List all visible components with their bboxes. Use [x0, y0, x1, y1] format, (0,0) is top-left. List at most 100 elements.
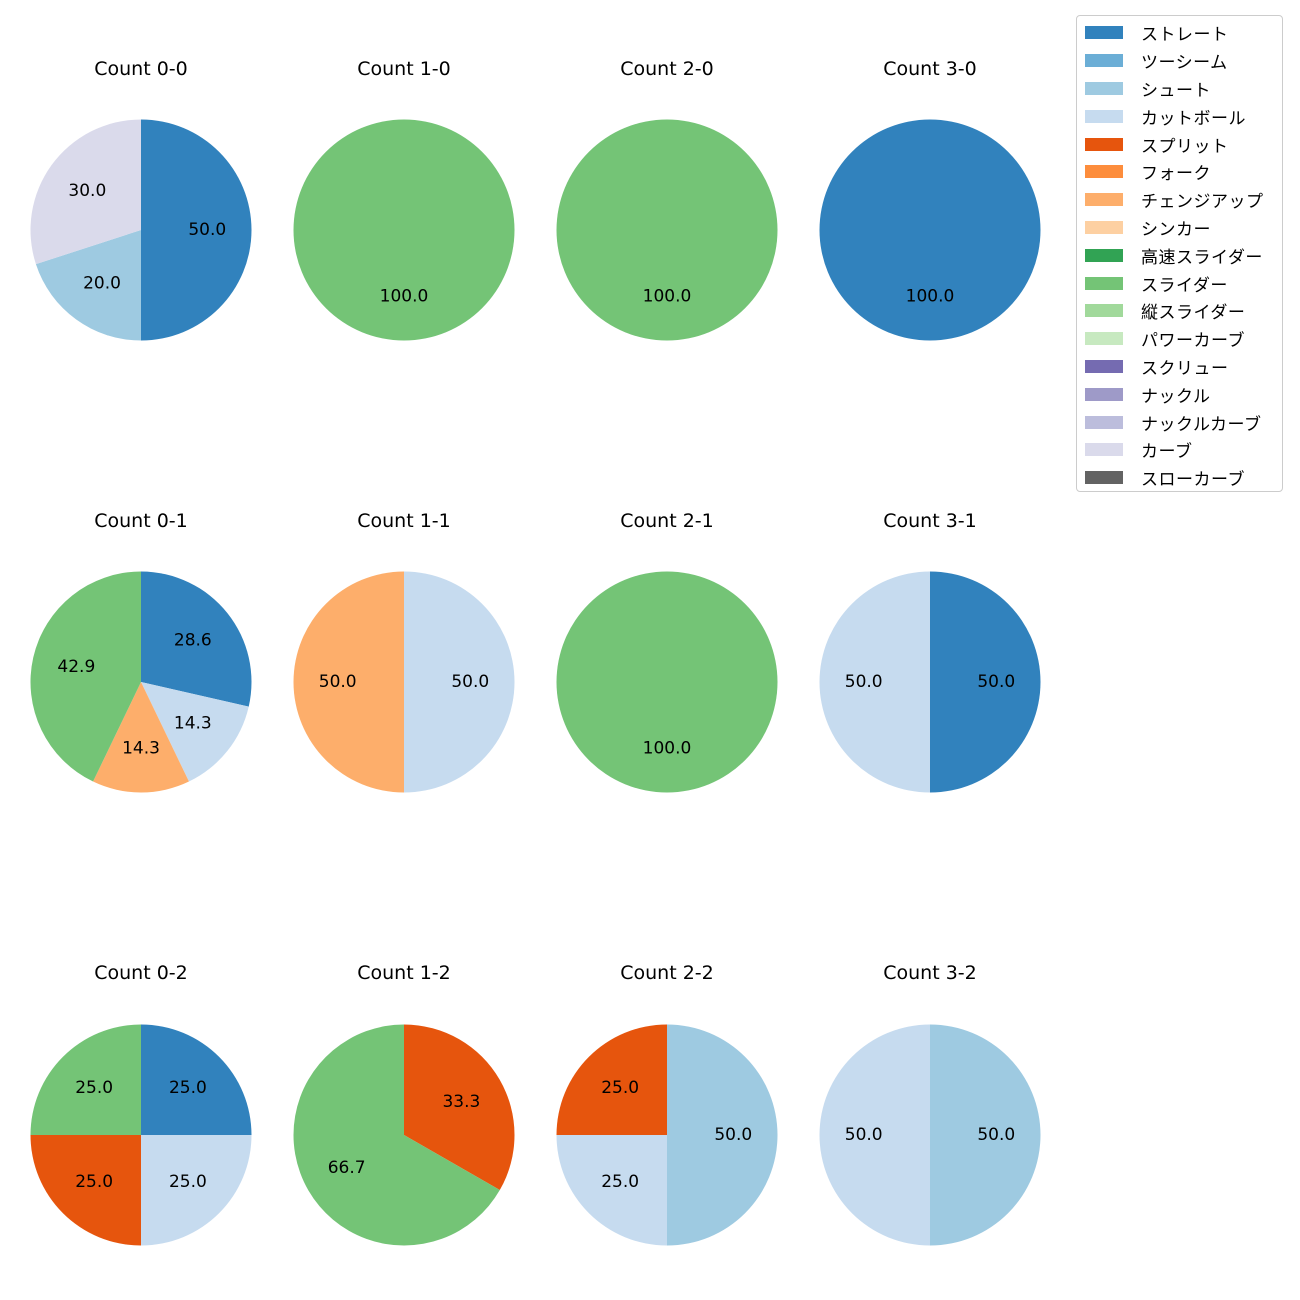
pie-slice: [404, 571, 515, 793]
chart-title: Count 3-2: [883, 962, 977, 984]
legend-swatch: [1085, 220, 1123, 234]
legend-item: スローカーブ: [1077, 464, 1282, 492]
slice-label: 25.0: [169, 1172, 207, 1192]
pie-slice: [819, 119, 1041, 341]
legend-label: チェンジアップ: [1141, 192, 1264, 213]
legend-swatch: [1085, 109, 1123, 123]
pie-slice: [556, 119, 778, 341]
legend-item: スライダー: [1077, 269, 1282, 297]
legend: ストレート ツーシーム シュート カットボール スプリット フォーク チェンジアップ シンカー…: [1076, 15, 1283, 492]
legend-swatch: [1085, 26, 1123, 40]
slice-label: 50.0: [188, 220, 226, 240]
legend-label: カーブ: [1141, 442, 1193, 463]
chart-title: Count 3-1: [883, 510, 977, 532]
legend-item: ストレート: [1077, 19, 1282, 47]
pie-slice: [141, 1135, 252, 1246]
slice-label: 33.3: [442, 1092, 480, 1112]
legend-swatch: [1085, 304, 1123, 318]
pie-chart: Count 3-0 100.0: [819, 58, 1041, 341]
pie-slice: [293, 1024, 500, 1246]
slice-label: 100.0: [643, 286, 692, 306]
pie-chart: Count 0-2 25.0 25.0 25.0 25.0: [30, 962, 252, 1246]
legend-label: 高速スライダー: [1141, 247, 1263, 268]
pie-slice: [141, 682, 249, 782]
legend-swatch: [1085, 193, 1123, 207]
pie-chart: Count 0-0 50.0 20.0 30.0: [30, 58, 252, 341]
legend-label: 縦スライダー: [1141, 303, 1246, 324]
pie-chart: Count 2-2 50.0 25.0 25.0: [556, 962, 778, 1246]
pie-slice: [93, 682, 189, 793]
legend-swatch: [1085, 359, 1123, 373]
pie-slice: [556, 1135, 667, 1246]
slice-label: 66.7: [328, 1158, 366, 1178]
pie-slice: [667, 1024, 778, 1246]
legend-swatch: [1085, 332, 1123, 346]
pie-slice: [819, 1024, 930, 1246]
chart-title: Count 1-1: [357, 510, 451, 532]
pie-slice: [30, 571, 142, 782]
pie-slice: [141, 119, 252, 341]
pie-slice: [293, 571, 404, 793]
chart-title: Count 0-1: [94, 510, 188, 532]
slice-label: 25.0: [601, 1078, 639, 1098]
legend-item: 高速スライダー: [1077, 241, 1282, 269]
legend-item: ナックルカーブ: [1077, 408, 1282, 436]
pie-slice: [556, 1024, 667, 1135]
legend-swatch: [1085, 471, 1123, 485]
legend-label: スローカーブ: [1141, 470, 1245, 491]
legend-label: カットボール: [1141, 108, 1246, 129]
legend-label: シンカー: [1141, 219, 1211, 240]
legend-label: フォーク: [1141, 164, 1211, 185]
pie-slice: [930, 1024, 1041, 1246]
slice-label: 14.3: [174, 713, 212, 733]
pie-slice: [404, 1024, 515, 1191]
slice-label: 100.0: [643, 738, 692, 758]
slice-label: 28.6: [174, 631, 212, 651]
pie-chart: Count 3-2 50.0 50.0: [819, 962, 1041, 1246]
chart-title: Count 0-0: [94, 58, 188, 80]
legend-label: シュート: [1141, 80, 1211, 101]
slice-label: 25.0: [75, 1172, 113, 1192]
legend-swatch: [1085, 276, 1123, 290]
legend-label: スプリット: [1141, 136, 1229, 157]
slice-label: 25.0: [75, 1078, 113, 1098]
legend-swatch: [1085, 415, 1123, 429]
slice-label: 30.0: [68, 181, 106, 201]
chart-title: Count 2-2: [620, 962, 714, 984]
legend-item: カットボール: [1077, 102, 1282, 130]
chart-title: Count 0-2: [94, 962, 188, 984]
legend-label: スクリュー: [1141, 358, 1229, 379]
slice-label: 14.3: [122, 738, 160, 758]
legend-item: チェンジアップ: [1077, 186, 1282, 214]
legend-item: シュート: [1077, 75, 1282, 103]
legend-swatch: [1085, 137, 1123, 151]
pie-slice: [556, 571, 778, 793]
pie-slice: [819, 571, 930, 793]
pie-chart: Count 1-2 33.3 66.7: [293, 962, 515, 1246]
chart-title: Count 2-0: [620, 58, 714, 80]
legend-item: 縦スライダー: [1077, 297, 1282, 325]
legend-item: スプリット: [1077, 130, 1282, 158]
pie-slice: [35, 230, 141, 341]
legend-item: ナックル: [1077, 380, 1282, 408]
legend-label: パワーカーブ: [1141, 331, 1245, 352]
legend-swatch: [1085, 443, 1123, 457]
pie-slice: [30, 1024, 141, 1135]
legend-label: スライダー: [1141, 275, 1228, 296]
chart-title: Count 2-1: [620, 510, 714, 532]
slice-label: 42.9: [57, 657, 95, 677]
pie-slice: [30, 119, 142, 265]
chart-title: Count 1-2: [357, 962, 451, 984]
pie-chart: Count 1-0 100.0: [293, 58, 515, 341]
chart-title: Count 3-0: [883, 58, 977, 80]
slice-label: 50.0: [451, 672, 489, 692]
pie-slice: [293, 119, 515, 341]
legend-swatch: [1085, 54, 1123, 68]
legend-item: スクリュー: [1077, 353, 1282, 381]
slice-label: 50.0: [845, 672, 883, 692]
chart-title: Count 1-0: [357, 58, 451, 80]
pie-slice: [930, 571, 1041, 793]
legend-label: ナックルカーブ: [1141, 414, 1262, 435]
pie-chart: Count 2-0 100.0: [556, 58, 778, 341]
